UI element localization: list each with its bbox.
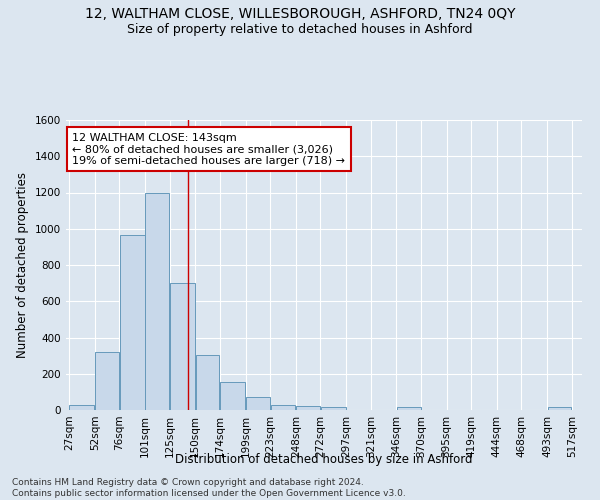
Bar: [397, 407, 421, 410]
Text: Size of property relative to detached houses in Ashford: Size of property relative to detached ho…: [127, 22, 473, 36]
Text: 12 WALTHAM CLOSE: 143sqm
← 80% of detached houses are smaller (3,026)
19% of sem: 12 WALTHAM CLOSE: 143sqm ← 80% of detach…: [72, 132, 345, 166]
Text: 12, WALTHAM CLOSE, WILLESBOROUGH, ASHFORD, TN24 0QY: 12, WALTHAM CLOSE, WILLESBOROUGH, ASHFOR…: [85, 8, 515, 22]
Bar: [170, 283, 195, 410]
Bar: [120, 235, 145, 410]
Y-axis label: Number of detached properties: Number of detached properties: [16, 172, 29, 358]
Bar: [220, 382, 245, 410]
Bar: [196, 354, 220, 410]
Bar: [145, 194, 169, 410]
Bar: [296, 406, 320, 410]
Text: Contains HM Land Registry data © Crown copyright and database right 2024.
Contai: Contains HM Land Registry data © Crown c…: [12, 478, 406, 498]
Bar: [271, 405, 295, 410]
Bar: [70, 404, 94, 410]
Text: Distribution of detached houses by size in Ashford: Distribution of detached houses by size …: [175, 452, 473, 466]
Bar: [548, 408, 571, 410]
Bar: [95, 352, 119, 410]
Bar: [246, 398, 270, 410]
Bar: [321, 407, 346, 410]
